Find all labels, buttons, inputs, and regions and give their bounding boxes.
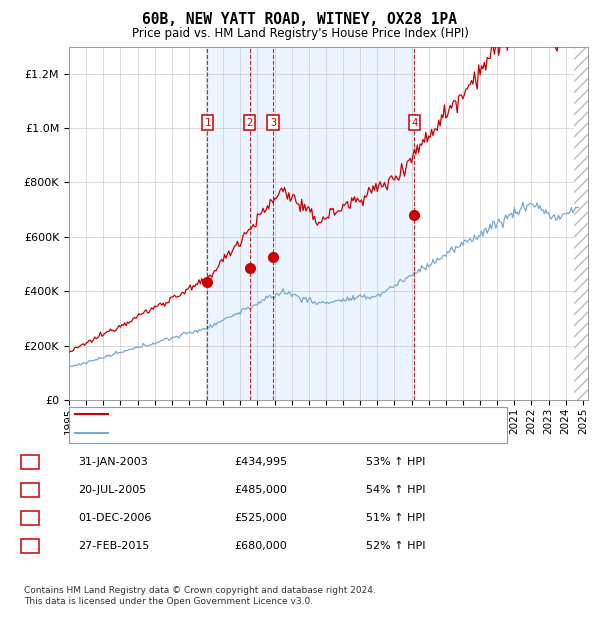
Text: 1: 1	[26, 457, 34, 467]
Text: 60B, NEW YATT ROAD, WITNEY, OX28 1PA: 60B, NEW YATT ROAD, WITNEY, OX28 1PA	[143, 12, 458, 27]
Text: 2: 2	[247, 118, 253, 128]
Text: 3: 3	[26, 513, 34, 523]
Text: £434,995: £434,995	[234, 457, 287, 467]
Text: 01-DEC-2006: 01-DEC-2006	[78, 513, 151, 523]
Text: 2: 2	[26, 485, 34, 495]
Text: 60B, NEW YATT ROAD, WITNEY, OX28 1PA (detached house): 60B, NEW YATT ROAD, WITNEY, OX28 1PA (de…	[114, 409, 425, 419]
Text: 3: 3	[270, 118, 276, 128]
Text: 52% ↑ HPI: 52% ↑ HPI	[366, 541, 425, 551]
Text: 27-FEB-2015: 27-FEB-2015	[78, 541, 149, 551]
Text: Contains HM Land Registry data © Crown copyright and database right 2024.: Contains HM Land Registry data © Crown c…	[24, 586, 376, 595]
Bar	[208, 46, 415, 400]
Bar	[574, 46, 588, 400]
Text: 4: 4	[411, 118, 418, 128]
Text: £525,000: £525,000	[234, 513, 287, 523]
Text: £485,000: £485,000	[234, 485, 287, 495]
Text: Price paid vs. HM Land Registry's House Price Index (HPI): Price paid vs. HM Land Registry's House …	[131, 27, 469, 40]
Text: This data is licensed under the Open Government Licence v3.0.: This data is licensed under the Open Gov…	[24, 597, 313, 606]
Text: HPI: Average price, detached house, West Oxfordshire: HPI: Average price, detached house, West…	[114, 428, 397, 438]
Text: 51% ↑ HPI: 51% ↑ HPI	[366, 513, 425, 523]
Text: 4: 4	[26, 541, 34, 551]
Text: 31-JAN-2003: 31-JAN-2003	[78, 457, 148, 467]
Text: £680,000: £680,000	[234, 541, 287, 551]
Text: 54% ↑ HPI: 54% ↑ HPI	[366, 485, 425, 495]
Text: 1: 1	[204, 118, 211, 128]
Text: 53% ↑ HPI: 53% ↑ HPI	[366, 457, 425, 467]
Text: 20-JUL-2005: 20-JUL-2005	[78, 485, 146, 495]
